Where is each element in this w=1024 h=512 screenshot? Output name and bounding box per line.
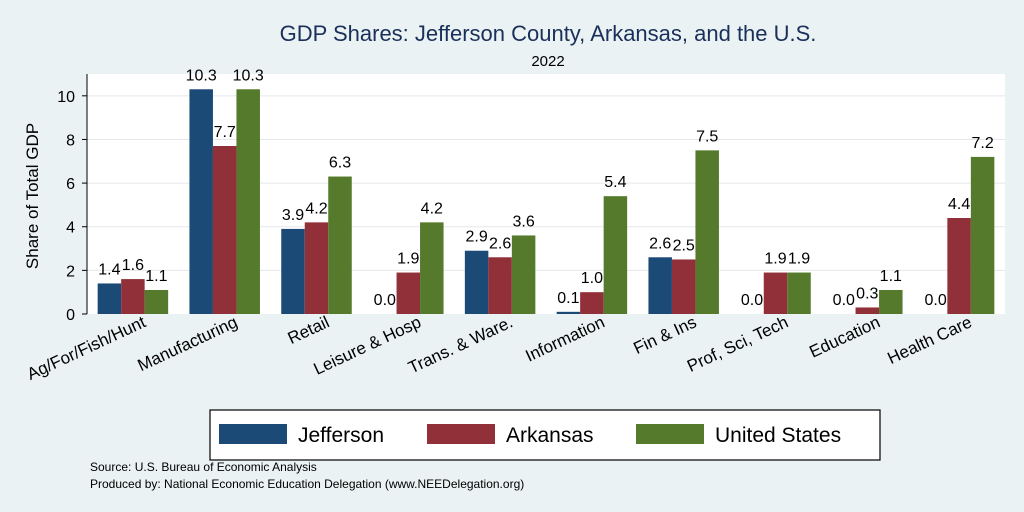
category-label: Ag/For/Fish/Hunt [24,312,149,384]
bar-united-states [603,196,628,314]
data-label: 1.6 [122,257,144,274]
bar-arkansas [763,272,788,314]
data-label: 0.0 [374,292,396,309]
bar-arkansas [580,292,604,314]
data-label: 2.6 [649,235,671,252]
category-label: Health Care [885,312,975,368]
bar-jefferson [189,89,213,314]
legend-swatch-united-states [636,424,704,444]
data-label: 3.9 [282,207,304,224]
data-label: 7.5 [696,128,718,145]
data-label: 2.6 [489,235,511,252]
category-label: Education [806,312,883,361]
y-tick-label: 8 [66,132,75,149]
data-label: 1.4 [98,261,120,278]
bar-united-states [511,235,536,314]
bar-united-states [236,89,260,314]
chart-subtitle: 2022 [531,53,564,70]
y-tick-label: 6 [66,176,75,193]
legend-label: United States [715,424,841,447]
bar-jefferson [464,250,489,314]
category-label: Information [522,312,607,365]
category-label: Manufacturing [135,312,241,375]
bar-arkansas [121,279,145,314]
data-label: 0.1 [557,290,579,307]
data-label: 1.0 [581,270,603,287]
category-label: Fin & Ins [631,312,700,358]
source-footnote: Source: U.S. Bureau of Economic Analysis [90,460,317,474]
bar-arkansas [304,222,329,314]
data-label: 10.3 [186,67,217,84]
y-axis-label: Share of Total GDP [23,123,42,269]
data-label: 10.3 [233,67,264,84]
data-label: 4.2 [421,200,443,217]
data-labels-group: 1.4 1.61.110.37.710.33.9 4.26.30.01.94.22.… [98,67,994,309]
data-label: 0.0 [741,292,763,309]
legend-label: Arkansas [506,424,594,447]
bar-arkansas [855,307,880,314]
data-label: 3.6 [512,213,534,230]
bar-jefferson [648,257,672,314]
y-axis-ticks: 0 2 4 6 8 10 [57,89,87,324]
bar-united-states [970,156,995,314]
data-label: 1.9 [764,251,786,268]
y-tick-label: 2 [66,263,75,280]
data-label: 1.9 [397,251,419,268]
data-label: 0.0 [833,292,855,309]
category-label: Retail [285,312,332,348]
bar-arkansas [947,218,971,314]
produced-by-footnote: Produced by: National Economic Education… [90,477,524,491]
bar-united-states [420,222,444,314]
data-label: 2.5 [673,237,695,254]
data-label: 4.2 [305,200,327,217]
data-label: 1.1 [145,268,167,285]
category-label: Prof, Sci, Tech [684,312,791,375]
y-tick-label: 4 [66,220,75,237]
legend-swatch-arkansas [427,424,495,444]
bar-united-states [879,290,903,314]
bar-jefferson [281,228,305,314]
bar-united-states [695,150,719,314]
category-label: Trans. & Ware. [405,312,515,377]
bar-jefferson [97,283,122,314]
legend-label: Jefferson [298,424,384,447]
y-tick-label: 10 [57,89,75,106]
bar-united-states [787,272,811,314]
y-tick-label: 0 [66,307,75,324]
data-label: 0.3 [856,285,878,302]
data-label: 0.0 [924,292,946,309]
bar-arkansas [212,146,237,314]
bar-arkansas [488,257,512,314]
data-label: 7.2 [971,135,993,152]
bars-group [97,89,995,314]
legend-swatch-jefferson [219,424,287,444]
legend: Jefferson Arkansas United States [209,409,881,461]
bar-arkansas [396,272,421,314]
legend-box [209,409,881,461]
bar-united-states [328,176,352,314]
data-label: 6.3 [329,155,351,172]
bar-arkansas [671,259,696,314]
data-label: 7.7 [214,124,236,141]
data-label: 5.4 [604,174,626,191]
bar-jefferson [556,311,581,314]
data-label: 4.4 [948,196,970,213]
chart-title: GDP Shares: Jefferson County, Arkansas, … [280,21,817,46]
data-label: 1.9 [788,251,810,268]
bar-united-states [144,290,169,314]
data-label: 1.1 [880,268,902,285]
data-label: 2.9 [465,229,487,246]
